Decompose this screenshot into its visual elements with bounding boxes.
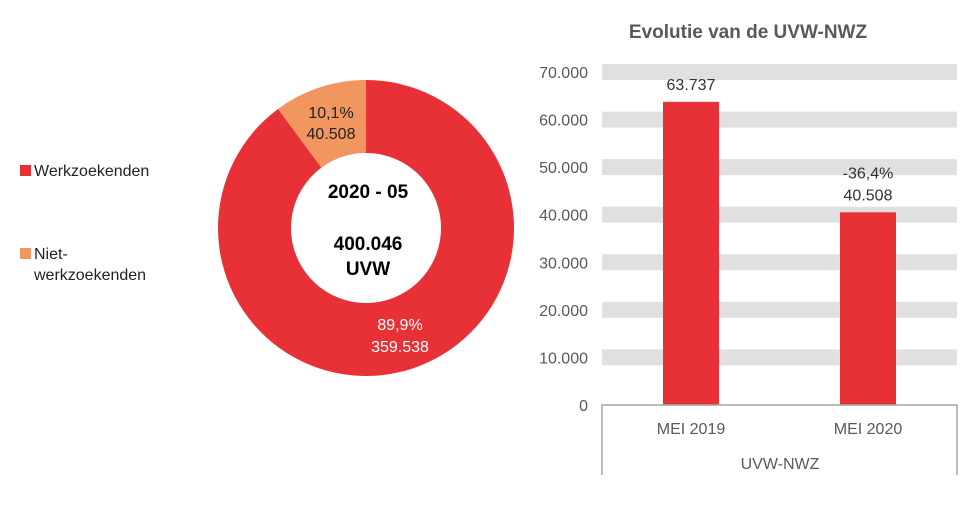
legend-swatch bbox=[20, 248, 31, 259]
bar-0 bbox=[663, 101, 719, 406]
data-label: -36,4% bbox=[843, 165, 894, 182]
center-total-label: 400.046 bbox=[334, 234, 403, 255]
slice-value-label: 40.508 bbox=[307, 126, 356, 143]
y-tick-label: 10.000 bbox=[539, 350, 588, 367]
donut-slice-0 bbox=[218, 80, 515, 377]
grid-band bbox=[602, 349, 957, 366]
x-axis-label: UVW-NWZ bbox=[741, 456, 820, 473]
legend-label: Werkzoekenden bbox=[34, 163, 149, 180]
grid-band bbox=[602, 301, 957, 318]
y-tick-label: 30.000 bbox=[539, 255, 588, 272]
legend-label: Niet- bbox=[34, 246, 68, 263]
grid-band bbox=[602, 64, 957, 80]
data-label: 40.508 bbox=[844, 187, 893, 204]
x-axis-box bbox=[601, 404, 958, 475]
donut-slice-1 bbox=[278, 80, 366, 168]
grid-band bbox=[602, 159, 957, 176]
legend-swatch bbox=[20, 165, 31, 176]
chart-title: Evolutie van de UVW-NWZ bbox=[629, 22, 868, 43]
grid-band bbox=[602, 206, 957, 223]
y-tick-label: 20.000 bbox=[539, 303, 588, 320]
y-tick-label: 70.000 bbox=[539, 65, 588, 82]
grid-band bbox=[602, 111, 957, 128]
slice-pct-label: 89,9% bbox=[377, 317, 422, 334]
y-tick-label: 60.000 bbox=[539, 113, 588, 130]
x-tick-label: MEI 2019 bbox=[657, 421, 726, 438]
y-tick-label: 0 bbox=[579, 398, 588, 415]
legend-label: werkzoekenden bbox=[33, 267, 146, 284]
grid-band bbox=[602, 254, 957, 271]
data-label: 63.737 bbox=[667, 77, 716, 94]
slice-value-label: 359.538 bbox=[371, 339, 429, 356]
center-unit-label: UVW bbox=[346, 259, 390, 280]
bar-1 bbox=[840, 212, 896, 405]
y-tick-label: 40.000 bbox=[539, 208, 588, 225]
y-tick-label: 50.000 bbox=[539, 160, 588, 177]
x-tick-label: MEI 2020 bbox=[834, 421, 903, 438]
center-period-label: 2020 - 05 bbox=[328, 182, 409, 203]
slice-pct-label: 10,1% bbox=[308, 105, 353, 122]
